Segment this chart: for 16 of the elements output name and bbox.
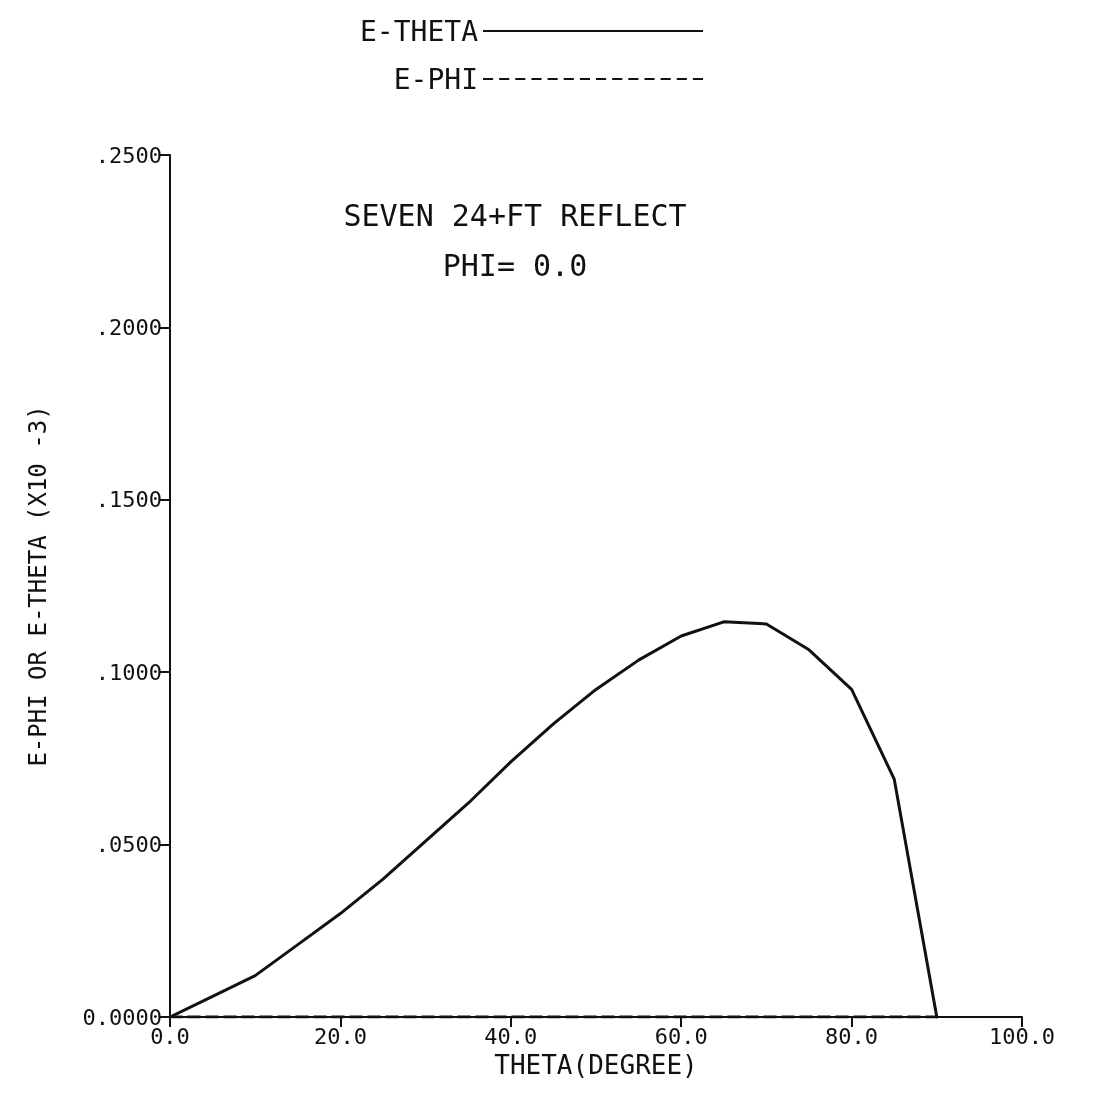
- x-tick-label: 60.0: [654, 1023, 708, 1049]
- x-tick-label: 80.0: [825, 1023, 879, 1049]
- x-tick-label: 100.0: [988, 1023, 1056, 1049]
- y-tick-label: .2000: [95, 314, 162, 340]
- y-tick-label: .0500: [95, 832, 162, 858]
- legend-label: E-PHI: [393, 62, 478, 96]
- y-tick-label: .2500: [95, 142, 162, 168]
- x-tick-label: 40.0: [484, 1023, 538, 1049]
- y-tick-label: .1000: [95, 659, 162, 685]
- text: SEVEN 24+FT REFLECT: [343, 197, 687, 233]
- x-tick-label: 20.0: [313, 1023, 367, 1049]
- x-axis-title: THETA(DEGREE): [494, 1049, 698, 1080]
- y-tick-label: .1500: [95, 487, 162, 513]
- legend-label: E-THETA: [359, 14, 479, 48]
- y-axis-title: E-PHI OR E-THETA (X10 -3): [24, 405, 52, 767]
- text: PHI= 0.0: [442, 247, 588, 283]
